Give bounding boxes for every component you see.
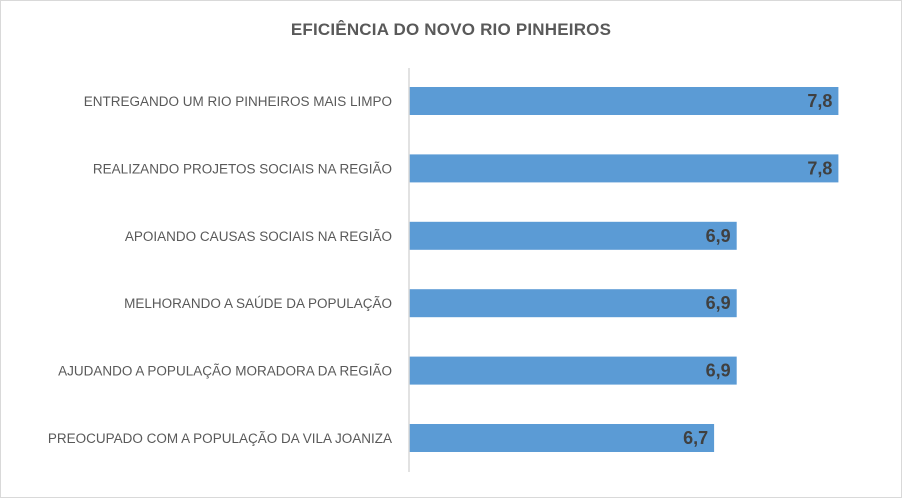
chart-title: EFICIÊNCIA DO NOVO RIO PINHEIROS	[290, 20, 612, 39]
data-label: 6,9	[706, 226, 731, 246]
data-label: 6,9	[706, 293, 731, 313]
category-label: MELHORANDO A SAÚDE DA POPULAÇÃO	[124, 296, 392, 311]
category-labels-group: ENTREGANDO UM RIO PINHEIROS MAIS LIMPO RE…	[48, 94, 392, 446]
category-label: REALIZANDO PROJETOS SOCIAIS NA REGIÃO	[93, 161, 392, 176]
category-label: APOIANDO CAUSAS SOCIAIS NA REGIÃO	[125, 229, 392, 244]
bar	[409, 424, 715, 452]
bar	[409, 154, 839, 183]
category-label: ENTREGANDO UM RIO PINHEIROS MAIS LIMPO	[84, 94, 392, 109]
bar	[409, 289, 737, 318]
data-label: 7,8	[807, 158, 832, 178]
value-labels-group: 7,8 7,8 6,9 6,9 6,9 6,7	[683, 91, 832, 448]
data-label: 7,8	[807, 91, 832, 111]
data-label: 6,7	[683, 428, 708, 448]
data-label: 6,9	[706, 361, 731, 381]
bar	[409, 87, 839, 115]
bar	[409, 221, 737, 250]
bar	[409, 356, 737, 385]
bars-group	[409, 87, 839, 452]
category-label: PREOCUPADO COM A POPULAÇÃO DA VILA JOANI…	[48, 431, 392, 446]
category-label: AJUDANDO A POPULAÇÃO MORADORA DA REGIÃO	[58, 364, 392, 379]
